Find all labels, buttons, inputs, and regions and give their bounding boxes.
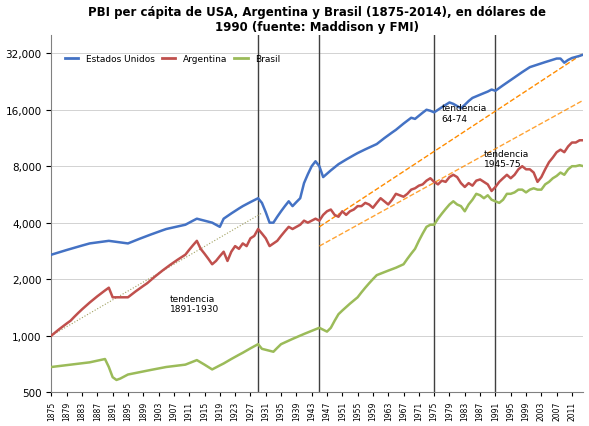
Legend: Estados Unidos, Argentina, Brasil: Estados Unidos, Argentina, Brasil: [61, 51, 284, 67]
Text: tendencia
1945-75: tendencia 1945-75: [484, 150, 529, 169]
Title: PBI per cápita de USA, Argentina y Brasil (1875-2014), en dólares de
1990 (fuent: PBI per cápita de USA, Argentina y Brasi…: [88, 6, 547, 34]
Text: tendencia
1891-1930: tendencia 1891-1930: [170, 294, 219, 314]
Text: tendencia
64-74: tendencia 64-74: [442, 104, 487, 124]
